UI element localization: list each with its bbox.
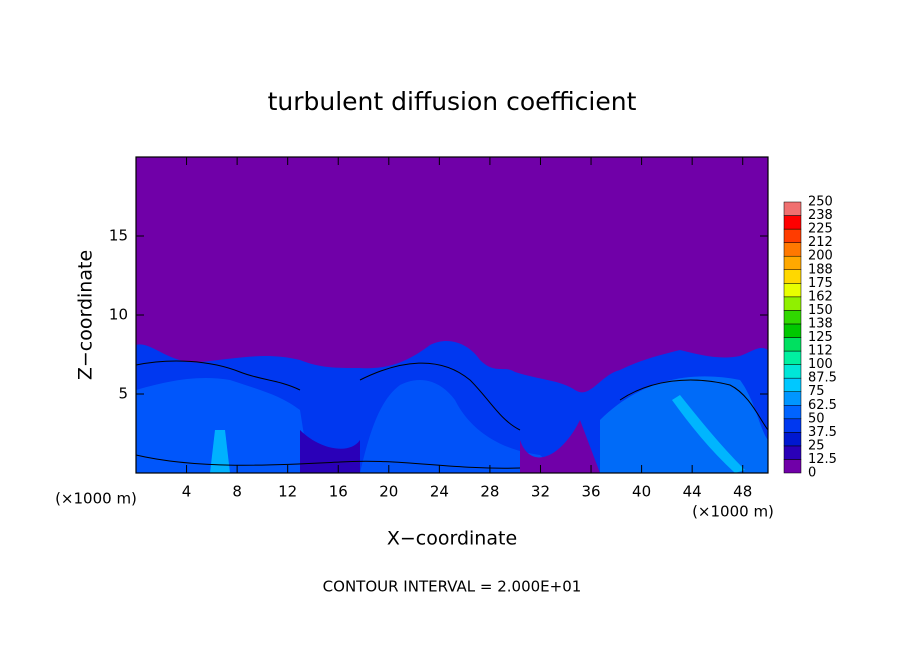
colorbar-label: 238 <box>808 208 833 223</box>
field <box>135 157 769 473</box>
colorbar-bin <box>783 377 802 392</box>
colorbar-label: 0 <box>808 466 816 481</box>
colorbar-label: 125 <box>808 330 833 345</box>
colorbar-label: 250 <box>808 195 833 210</box>
x-tick-label: 40 <box>632 483 651 501</box>
colorbar-label: 112 <box>808 344 833 359</box>
x-tick-label: 48 <box>733 483 752 501</box>
colorbar-bin <box>783 323 802 338</box>
colorbar-bin <box>783 350 802 365</box>
colorbar-bin <box>783 215 802 230</box>
colorbar-label: 100 <box>808 357 833 372</box>
y-tick-label: 15 <box>109 227 128 245</box>
colorbar-label: 150 <box>808 303 833 318</box>
x-tick-label: 12 <box>278 483 297 501</box>
colorbar-bin <box>783 459 802 474</box>
colorbar-bin <box>783 337 802 352</box>
colorbar-bin <box>783 296 802 311</box>
colorbar-bin <box>783 364 802 379</box>
colorbar-label: 200 <box>808 249 833 264</box>
x-tick-label: 44 <box>683 483 702 501</box>
colorbar-bin <box>783 432 802 447</box>
annotation: CONTOUR INTERVAL = 2.000E+01 <box>323 578 582 596</box>
colorbar-bin <box>783 201 802 216</box>
colorbar-label: 12.5 <box>808 452 837 467</box>
y-axis-label: Z−coordinate <box>75 250 97 380</box>
colorbar-bin <box>783 445 802 460</box>
chart-title: turbulent diffusion coefficient <box>268 87 637 116</box>
x-tick-label: 16 <box>329 483 348 501</box>
x-unit-label: (×1000 m) <box>55 490 137 508</box>
colorbar-label: 50 <box>808 411 825 426</box>
colorbar-label: 212 <box>808 235 833 250</box>
colorbar-bin <box>783 269 802 284</box>
colorbar-label: 75 <box>808 384 825 399</box>
colorbar-bin <box>783 405 802 420</box>
x-tick-label: 28 <box>480 483 499 501</box>
colorbar-label: 225 <box>808 222 833 237</box>
colorbar-bin <box>783 283 802 298</box>
colorbar-bin <box>783 418 802 433</box>
colorbar-bin <box>783 391 802 406</box>
x-tick-label: 24 <box>430 483 449 501</box>
x-axis-label: X−coordinate <box>387 528 517 550</box>
colorbar-bin <box>783 228 802 243</box>
colorbar-label: 37.5 <box>808 425 837 440</box>
x-tick-label: 36 <box>581 483 600 501</box>
colorbar-label: 87.5 <box>808 371 837 386</box>
y-tick-label: 10 <box>109 306 128 324</box>
colorbar-label: 162 <box>808 289 833 304</box>
x-unit-label: (×1000 m) <box>692 503 774 521</box>
x-tick-label: 20 <box>379 483 398 501</box>
colorbar-bin <box>783 310 802 325</box>
x-tick-label: 8 <box>232 483 242 501</box>
colorbar-label: 25 <box>808 438 825 453</box>
colorbar-label: 175 <box>808 276 833 291</box>
y-tick-label: 5 <box>118 385 128 403</box>
colorbar-label: 188 <box>808 262 833 277</box>
colorbar-bin <box>783 255 802 271</box>
colorbar-bin <box>783 242 802 257</box>
colorbar-label: 62.5 <box>808 398 837 413</box>
x-tick-label: 4 <box>182 483 192 501</box>
colorbar-label: 138 <box>808 316 833 331</box>
x-tick-label: 32 <box>531 483 550 501</box>
